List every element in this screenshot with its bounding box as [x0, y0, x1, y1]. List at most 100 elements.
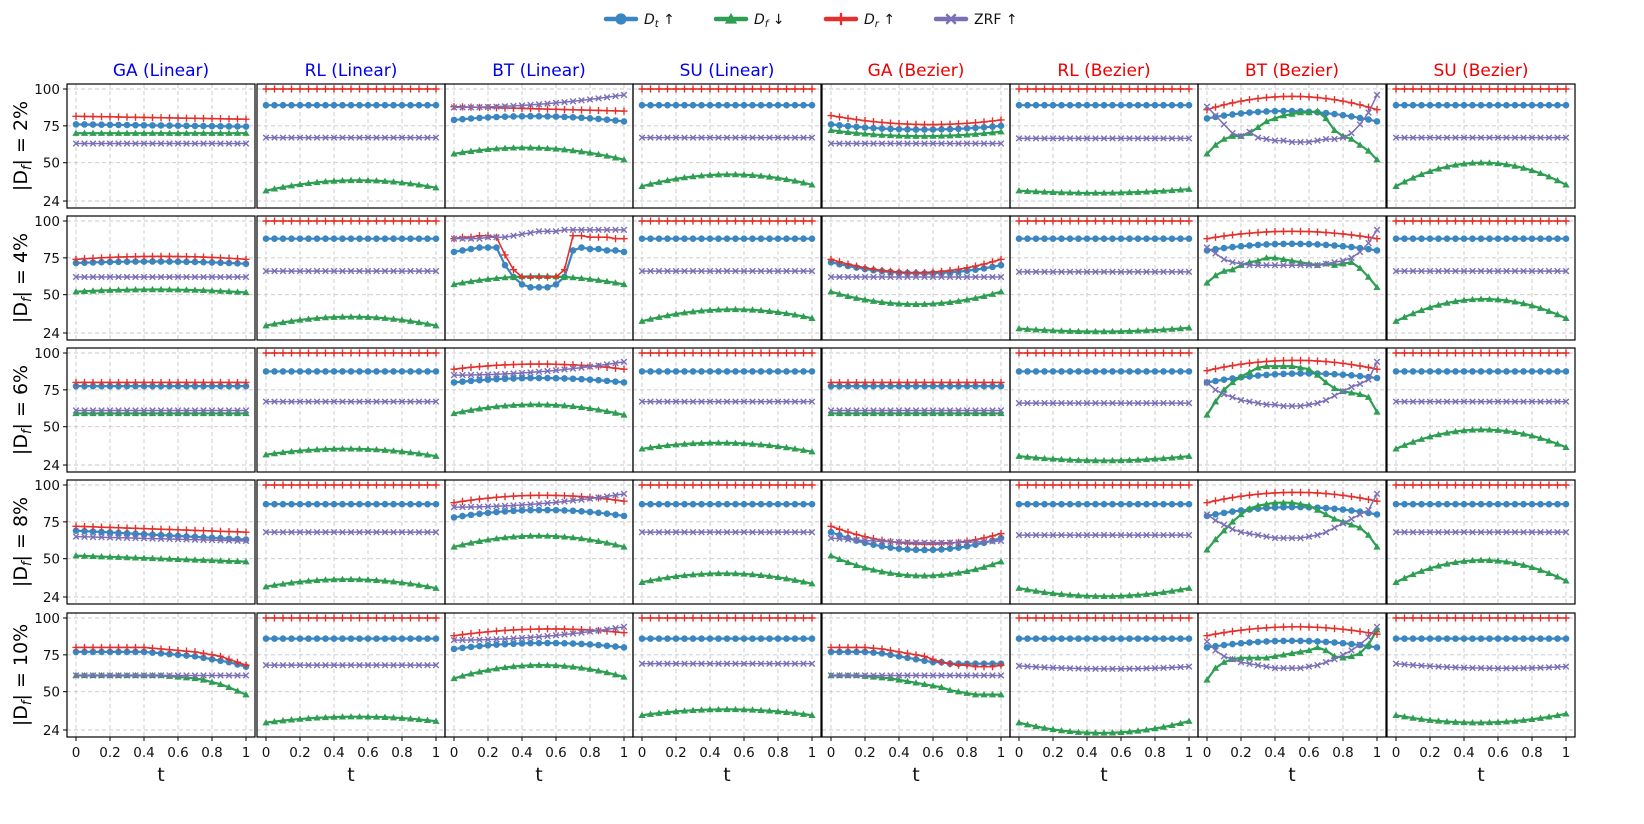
data-point [1536, 349, 1545, 357]
panel-frame [1386, 83, 1576, 209]
data-point [217, 407, 224, 414]
data-point [475, 362, 484, 371]
data-point [603, 107, 611, 115]
data-point [356, 398, 363, 405]
data-point [1401, 235, 1408, 242]
data-point [199, 676, 208, 683]
data-point [501, 635, 509, 643]
data-point [364, 713, 372, 720]
data-point [1108, 85, 1117, 93]
data-point [1519, 299, 1528, 307]
data-point [225, 378, 233, 387]
data-point [279, 318, 287, 326]
data-point [680, 614, 689, 622]
data-point [535, 368, 543, 376]
data-point [921, 546, 928, 554]
data-point [183, 140, 190, 147]
data-point [929, 126, 937, 133]
data-point [1015, 101, 1023, 109]
data-point [1212, 511, 1219, 518]
series-Df [1392, 556, 1570, 585]
data-point [1537, 398, 1544, 405]
data-point [1528, 481, 1536, 489]
data-point [174, 140, 182, 147]
data-point [526, 360, 535, 368]
data-point [698, 528, 705, 536]
data-point [1288, 240, 1296, 248]
data-point [1100, 729, 1108, 736]
data-point [1151, 217, 1159, 225]
data-point [638, 711, 646, 718]
data-point [1503, 635, 1510, 642]
data-point [689, 500, 697, 508]
data-point [208, 651, 216, 659]
data-point [782, 614, 791, 622]
data-point [1083, 500, 1091, 508]
data-point [132, 530, 139, 538]
data-point [1426, 134, 1434, 141]
data-point [509, 266, 518, 274]
data-point [1032, 368, 1040, 375]
data-point [339, 267, 346, 275]
data-point [1502, 85, 1511, 93]
data-point [406, 349, 415, 357]
legend-label: Dt ↑ [644, 12, 675, 30]
data-point [1562, 181, 1570, 188]
data-point [1494, 217, 1502, 225]
data-point [140, 535, 148, 542]
data-point [132, 258, 139, 265]
data-point [450, 543, 458, 550]
data-point [1254, 257, 1262, 264]
data-point [783, 235, 790, 242]
data-point [148, 644, 157, 652]
data-point [1331, 524, 1338, 532]
data-point [1015, 268, 1023, 276]
data-point [1271, 623, 1279, 631]
data-point [954, 688, 963, 695]
data-point [1211, 535, 1220, 543]
data-point [1176, 186, 1185, 193]
data-point [296, 101, 304, 109]
data-point [501, 502, 509, 510]
data-point [946, 273, 954, 281]
data-point [997, 273, 1005, 281]
data-point [1409, 570, 1417, 578]
panel-frame [1386, 215, 1576, 341]
data-point [157, 285, 165, 293]
data-point [339, 235, 346, 242]
data-point [1536, 169, 1545, 177]
data-point [1203, 499, 1211, 507]
data-point [638, 481, 646, 489]
data-point [373, 267, 380, 275]
data-point [1271, 371, 1279, 378]
data-point [89, 552, 97, 560]
data-point [1220, 509, 1228, 517]
data-point [423, 481, 432, 489]
data-point [1373, 490, 1381, 498]
data-point [287, 481, 296, 489]
data-point [1288, 503, 1296, 511]
data-point [980, 123, 988, 131]
data-point [398, 235, 406, 242]
data-point [560, 273, 569, 280]
data-point [552, 625, 560, 633]
data-point [98, 382, 105, 390]
data-point [313, 398, 321, 405]
row-label-suffix: | = 10% [10, 624, 32, 701]
data-point [191, 122, 199, 130]
data-point [458, 630, 467, 639]
data-point [1494, 134, 1502, 141]
data-point [1185, 635, 1193, 642]
data-point [1545, 664, 1553, 671]
data-point [225, 123, 233, 130]
data-point [174, 252, 182, 261]
data-point [1100, 135, 1108, 142]
data-point [1262, 500, 1271, 507]
data-point [1134, 456, 1142, 463]
series-ZRF [262, 134, 440, 141]
data-point [407, 528, 414, 536]
data-point [808, 217, 816, 225]
data-point [72, 112, 80, 120]
series-Df [262, 445, 440, 459]
data-point [586, 275, 594, 282]
